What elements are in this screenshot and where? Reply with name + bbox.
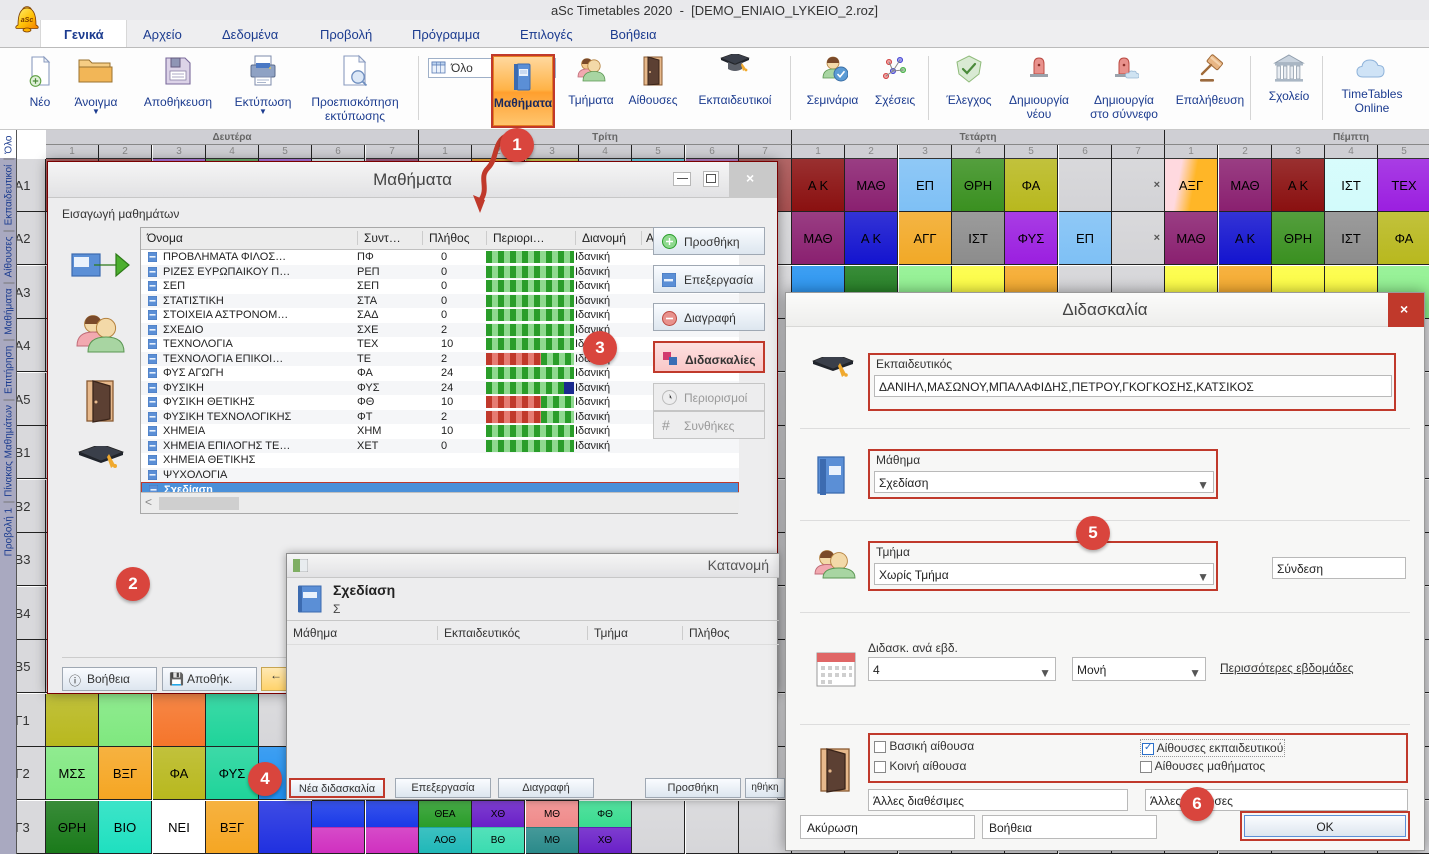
svg-text:aSc: aSc (21, 17, 34, 24)
